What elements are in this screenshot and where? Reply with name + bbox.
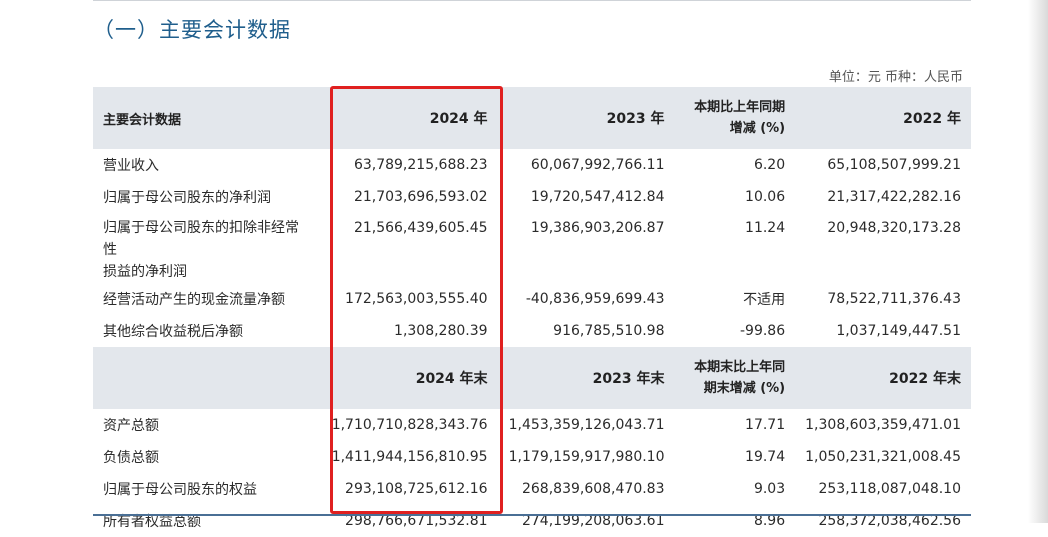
- header-label: 主要会计数据: [93, 87, 322, 149]
- value-2023: 1,179,159,917,980.10: [508, 449, 665, 465]
- value-2022: 1,308,603,359,471.01: [805, 417, 961, 433]
- table-bottom-rule: [93, 514, 971, 516]
- value-2022: 78,522,711,376.43: [827, 291, 961, 307]
- table-row: 归属于母公司股东的净利润 21,703,696,593.02 19,720,54…: [93, 181, 971, 213]
- table-row: 负债总额 1,411,944,156,810.95 1,179,159,917,…: [93, 441, 971, 473]
- header-2022: 2022 年: [795, 87, 971, 149]
- value-2024: 21,566,439,605.45: [353, 220, 488, 236]
- value-change: 17.71: [745, 417, 786, 433]
- value-2024: 1,411,944,156,810.95: [331, 449, 488, 465]
- value-2024: 172,563,003,555.40: [345, 291, 488, 307]
- subheader-label-empty: [93, 347, 322, 409]
- table-row: 经营活动产生的现金流量净额 172,563,003,555.40 -40,836…: [93, 283, 971, 315]
- row-label: 所有者权益总额: [103, 514, 201, 530]
- value-change: 11.24: [745, 220, 786, 236]
- table-row: 资产总额 1,710,710,828,343.76 1,453,359,126,…: [93, 409, 971, 441]
- value-change: 6.20: [753, 157, 786, 173]
- value-2024: 63,789,215,688.23: [353, 157, 488, 173]
- value-2022: 65,108,507,999.21: [827, 157, 961, 173]
- table-row: 所有者权益总额 298,766,671,532.81 274,199,208,0…: [93, 505, 971, 537]
- page-edge-shadow: [1028, 0, 1048, 523]
- value-2024: 298,766,671,532.81: [345, 513, 488, 529]
- value-change: 10.06: [745, 189, 786, 205]
- value-2023: 268,839,608,470.83: [521, 481, 665, 497]
- row-label: 营业收入: [103, 158, 159, 174]
- table-row: 其他综合收益税后净额 1,308,280.39 916,785,510.98 -…: [93, 315, 971, 347]
- top-rule: [93, 0, 971, 1]
- header-change-line2: 增减 (%): [729, 121, 786, 136]
- table-row: 归属于母公司股东的权益 293,108,725,612.16 268,839,6…: [93, 473, 971, 505]
- row-label: 其他综合收益税后净额: [103, 324, 243, 340]
- section-title: （一）主要会计数据: [93, 18, 291, 42]
- subheader-2023: 2023 年末: [497, 347, 675, 409]
- value-2022: 253,118,087,048.10: [818, 481, 961, 497]
- value-2023: 916,785,510.98: [553, 323, 665, 339]
- row-label: 归属于母公司股东的净利润: [103, 190, 271, 206]
- value-change: 8.96: [753, 513, 786, 529]
- row-label: 归属于母公司股东的扣除非经常性 损益的净利润: [93, 213, 322, 283]
- unit-note: 单位：元 币种：人民币: [828, 70, 963, 85]
- value-2023: 60,067,992,766.11: [530, 157, 665, 173]
- row-label: 经营活动产生的现金流量净额: [103, 292, 285, 308]
- subheader-change-line1: 本期末比上年同: [694, 360, 786, 375]
- value-2022: 20,948,320,173.28: [827, 220, 961, 236]
- value-2024: 293,108,725,612.16: [345, 481, 488, 497]
- header-2024: 2024 年: [321, 87, 498, 149]
- value-2022: 258,372,038,462.56: [818, 513, 961, 529]
- value-change: 9.03: [753, 481, 786, 497]
- subheader-change-line2: 期末增减 (%): [703, 381, 786, 396]
- row-label-line2: 损益的净利润: [103, 264, 187, 280]
- table-row: 归属于母公司股东的扣除非经常性 损益的净利润 21,566,439,605.45…: [93, 213, 971, 283]
- table-subheader-row: 2024 年末 2023 年末 本期末比上年同 期末增减 (%) 2022 年末: [93, 347, 971, 409]
- subheader-2022: 2022 年末: [795, 347, 971, 409]
- value-change: -99.86: [739, 323, 786, 339]
- value-2023: 19,386,903,206.87: [530, 220, 665, 236]
- header-change: 本期比上年同期 增减 (%): [674, 87, 796, 149]
- subheader-change: 本期末比上年同 期末增减 (%): [674, 347, 796, 409]
- row-label: 归属于母公司股东的权益: [103, 482, 257, 498]
- value-2023: 1,453,359,126,043.71: [508, 417, 665, 433]
- value-change: 19.74: [745, 449, 786, 465]
- row-label: 资产总额: [103, 418, 159, 434]
- value-change: 不适用: [743, 292, 786, 308]
- value-2024: 1,308,280.39: [394, 323, 488, 339]
- table-row: 营业收入 63,789,215,688.23 60,067,992,766.11…: [93, 149, 971, 181]
- value-2023: -40,836,959,699.43: [525, 291, 665, 307]
- header-change-line1: 本期比上年同期: [694, 100, 786, 115]
- value-2022: 21,317,422,282.16: [827, 189, 961, 205]
- accounting-data-table: 主要会计数据 2024 年 2023 年 本期比上年同期 增减 (%) 2022…: [93, 87, 971, 537]
- value-2022: 1,037,149,447.51: [836, 323, 961, 339]
- table-header-row: 主要会计数据 2024 年 2023 年 本期比上年同期 增减 (%) 2022…: [93, 87, 971, 149]
- value-2024: 1,710,710,828,343.76: [331, 417, 488, 433]
- row-label-line1: 归属于母公司股东的扣除非经常性: [103, 220, 299, 258]
- value-2024: 21,703,696,593.02: [353, 189, 488, 205]
- value-2023: 274,199,208,063.61: [521, 513, 665, 529]
- row-label: 负债总额: [103, 450, 159, 466]
- subheader-2024: 2024 年末: [321, 347, 498, 409]
- value-2023: 19,720,547,412.84: [530, 189, 665, 205]
- value-2022: 1,050,231,321,008.45: [805, 449, 961, 465]
- header-2023: 2023 年: [497, 87, 675, 149]
